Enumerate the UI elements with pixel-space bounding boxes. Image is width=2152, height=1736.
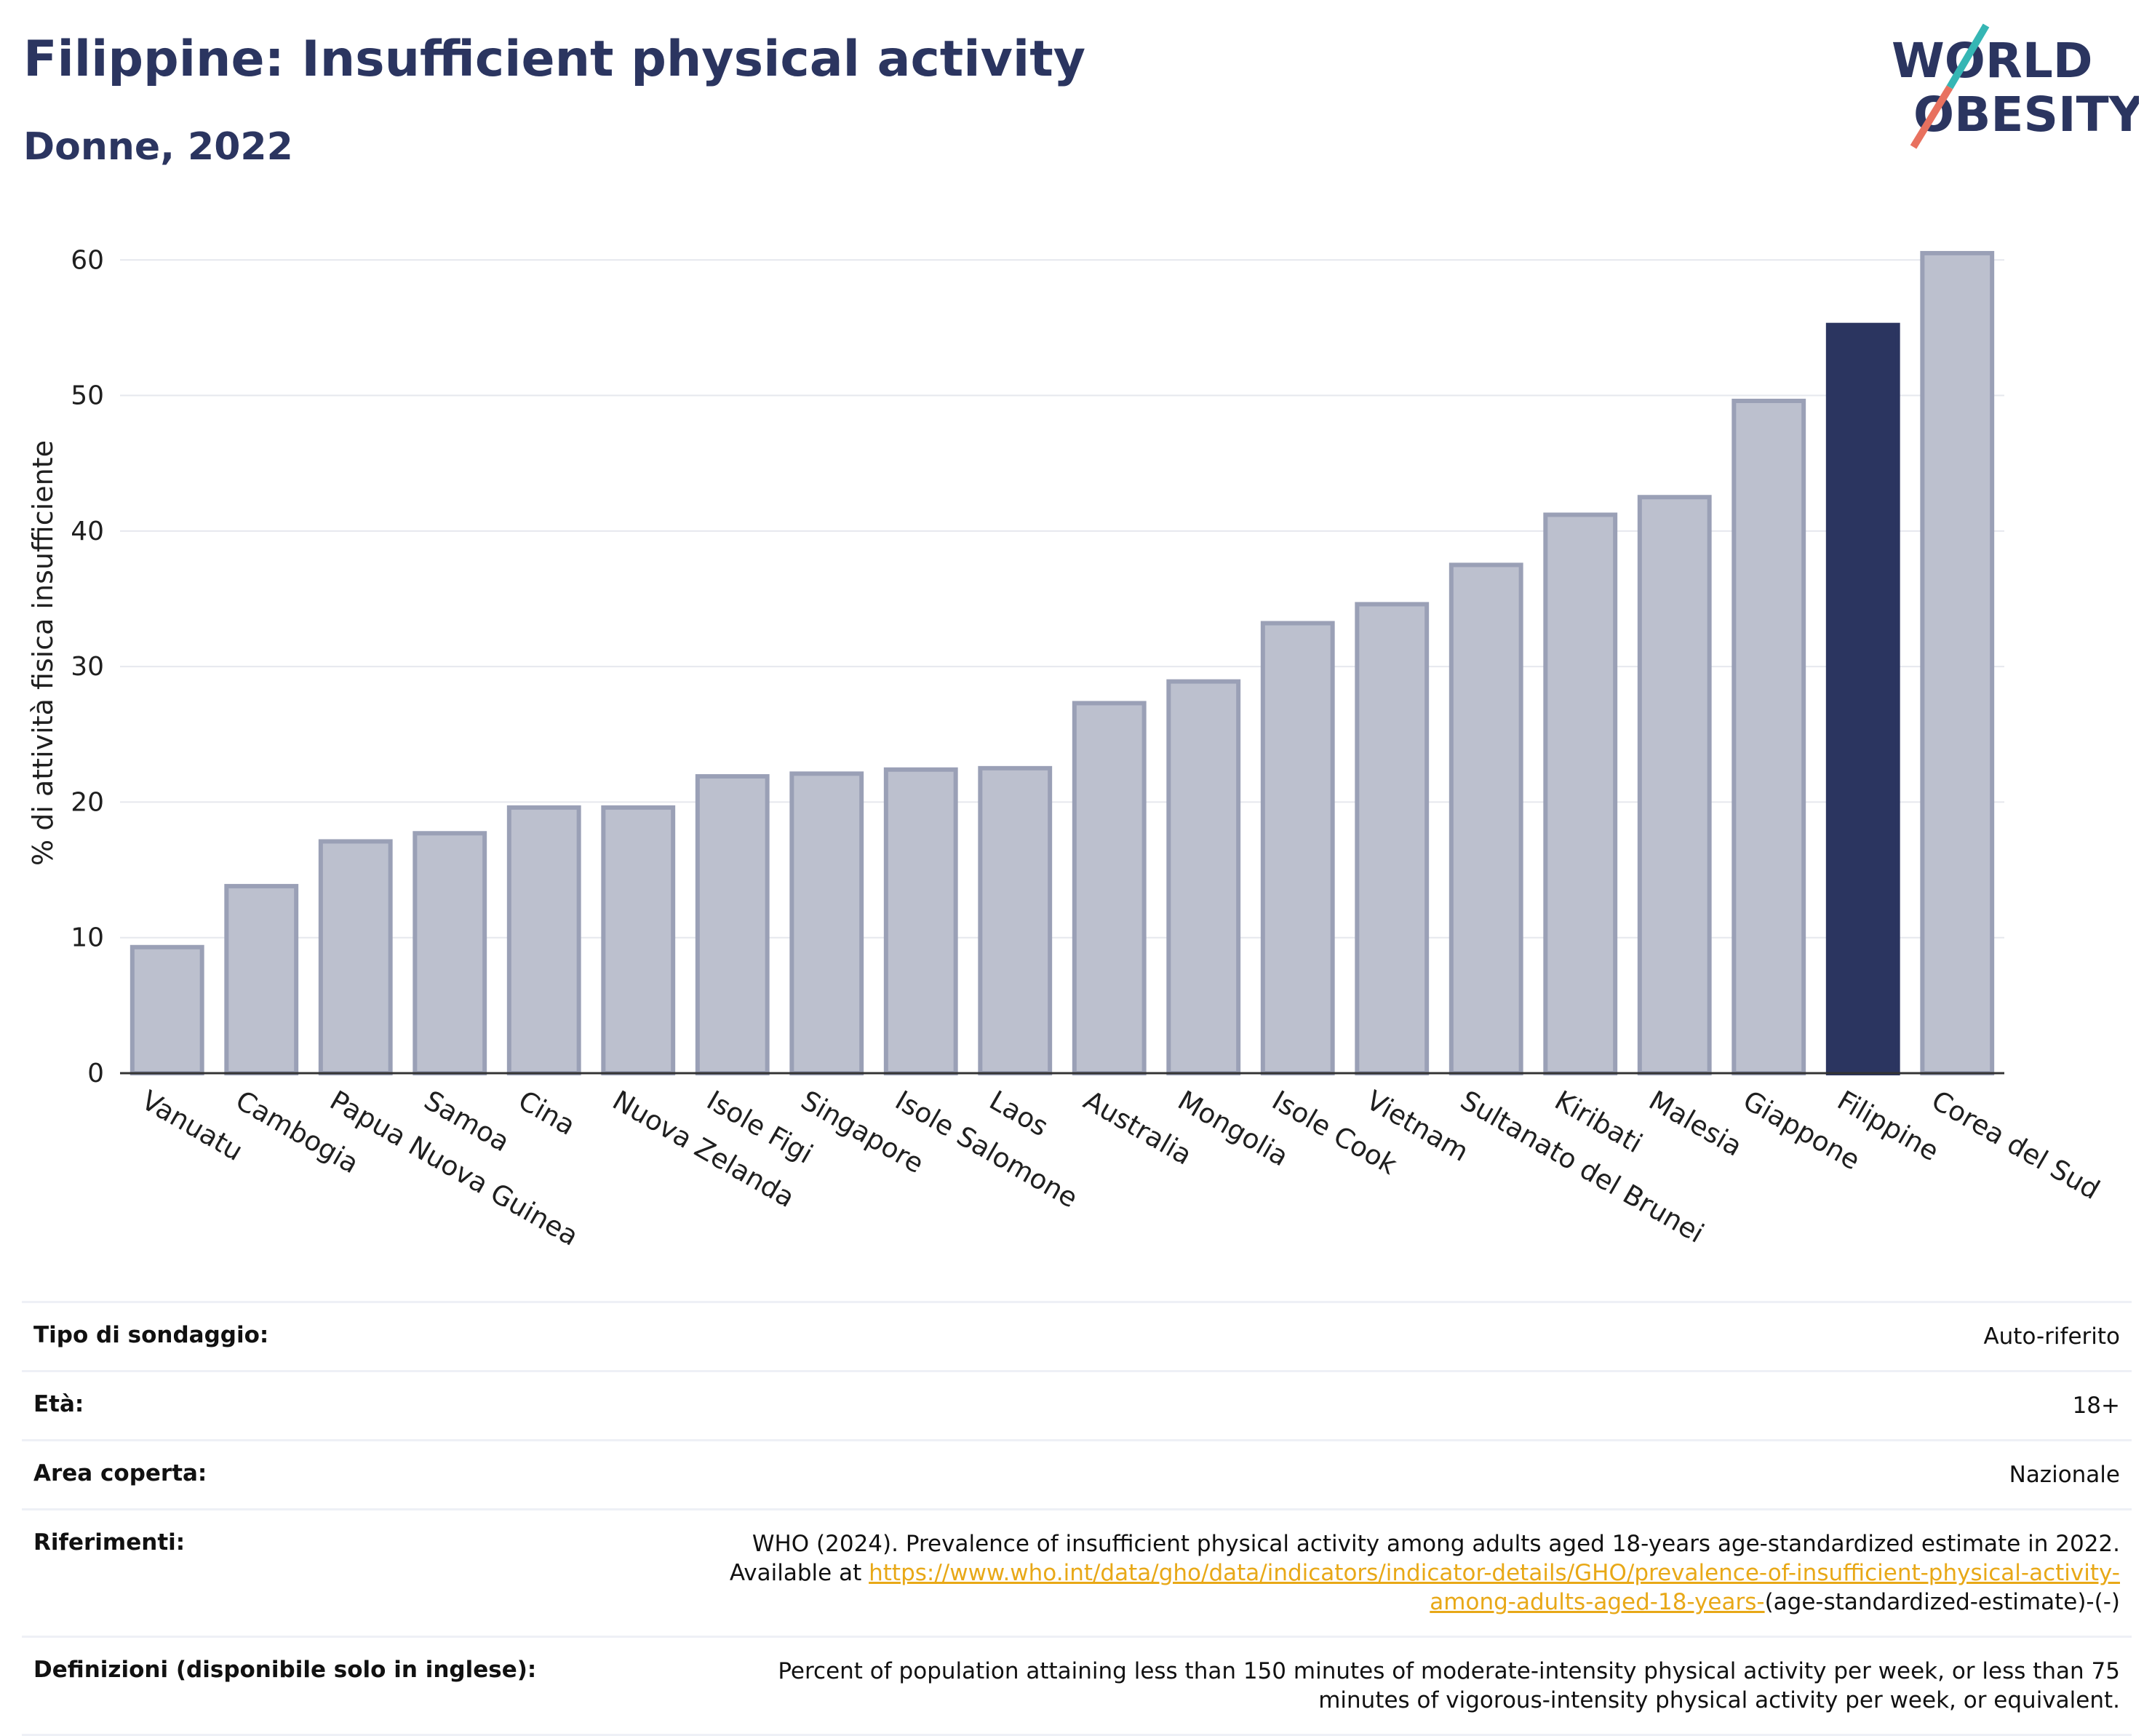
x-tick-label: Cina bbox=[513, 1085, 581, 1142]
bar bbox=[1072, 701, 1147, 1075]
info-row-survey: Tipo di sondaggio: Auto-riferito bbox=[22, 1301, 2132, 1370]
bar bbox=[978, 765, 1053, 1076]
x-tick-label: Laos bbox=[984, 1085, 1053, 1143]
age-label: Età: bbox=[33, 1391, 84, 1417]
y-axis-title: % di attività fisica insufficiente bbox=[27, 440, 59, 866]
references-link[interactable]: https://www.who.int/data/gho/data/indica… bbox=[869, 1560, 2120, 1615]
bar bbox=[224, 883, 299, 1076]
y-tick-label: 50 bbox=[71, 381, 104, 411]
info-row-age: Età: 18+ bbox=[22, 1370, 2132, 1439]
survey-value: Auto-riferito bbox=[1983, 1323, 2120, 1350]
references-tail: (age-standardized-estimate)-(-) bbox=[1764, 1589, 2120, 1615]
survey-label: Tipo di sondaggio: bbox=[33, 1322, 269, 1348]
references-label: Riferimenti: bbox=[33, 1529, 186, 1556]
bar bbox=[129, 944, 204, 1075]
bar-chart: 0 10 20 30 40 50 60 % di attività fisica insuff… bbox=[27, 245, 2105, 1252]
bar bbox=[1543, 512, 1618, 1075]
age-value: 18+ bbox=[2072, 1393, 2120, 1419]
y-tick-label: 10 bbox=[71, 923, 104, 953]
bar bbox=[318, 839, 393, 1075]
info-row-references: Riferimenti: WHO (2024). Prevalence of i… bbox=[22, 1508, 2132, 1636]
x-tick-label: Australia bbox=[1078, 1085, 1197, 1171]
logo-line1: WORLD bbox=[1892, 33, 2093, 89]
y-tick-label: 30 bbox=[71, 652, 104, 682]
bar bbox=[601, 805, 676, 1075]
bar bbox=[1448, 562, 1523, 1075]
x-tick-label: Malesia bbox=[1643, 1085, 1747, 1163]
bar bbox=[789, 771, 864, 1075]
bar bbox=[1260, 621, 1335, 1075]
bar bbox=[413, 831, 487, 1075]
x-tick-label: Corea del Sud bbox=[1926, 1085, 2105, 1206]
logo-line2: OBESITY bbox=[1913, 87, 2139, 143]
y-tick-label: 40 bbox=[71, 517, 104, 546]
world-obesity-logo: WORLD OBESITY bbox=[1892, 23, 2139, 149]
definitions-label: Definizioni (disponibile solo in inglese… bbox=[33, 1657, 537, 1683]
info-row-definitions: Definizioni (disponibile solo in inglese… bbox=[22, 1636, 2132, 1736]
x-tick-label: Vanuatu bbox=[136, 1085, 248, 1168]
y-tick-label: 60 bbox=[71, 245, 104, 275]
y-tick-label: 20 bbox=[71, 787, 104, 817]
bar bbox=[1637, 495, 1712, 1076]
references-text: WHO (2024). Prevalence of insufficient p… bbox=[729, 1531, 2120, 1586]
area-label: Area coperta: bbox=[33, 1460, 207, 1486]
bar bbox=[1355, 602, 1430, 1075]
bar bbox=[695, 774, 770, 1075]
info-row-area: Area coperta: Nazionale bbox=[22, 1439, 2132, 1508]
logo-slash-coral bbox=[1910, 85, 1953, 149]
bar bbox=[506, 805, 581, 1075]
area-value: Nazionale bbox=[2009, 1462, 2120, 1488]
logo-slash-teal bbox=[1946, 23, 1990, 89]
bar bbox=[1825, 322, 1900, 1076]
definitions-value: Percent of population attaining less tha… bbox=[778, 1658, 2120, 1713]
y-tick-label: 0 bbox=[87, 1059, 104, 1088]
references-value: WHO (2024). Prevalence of insufficient p… bbox=[688, 1529, 2120, 1617]
page-subtitle: Donne, 2022 bbox=[23, 125, 293, 169]
bar bbox=[1166, 679, 1241, 1075]
bar bbox=[1731, 399, 1806, 1075]
bar bbox=[883, 767, 958, 1075]
info-table: Tipo di sondaggio: Auto-riferito Età: 18… bbox=[22, 1301, 2132, 1736]
page-title: Filippine: Insufficient physical activit… bbox=[23, 31, 1086, 88]
bar bbox=[1920, 250, 1995, 1075]
